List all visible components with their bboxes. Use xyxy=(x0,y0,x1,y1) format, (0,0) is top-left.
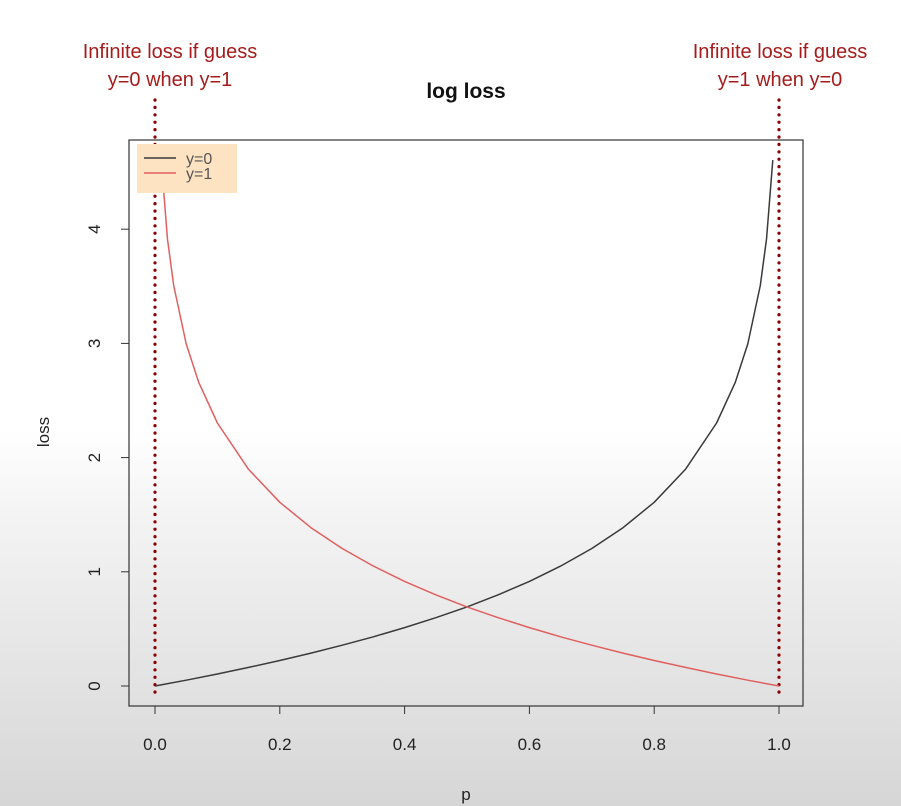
x-tick-label: 0.6 xyxy=(518,735,542,754)
annotation-right: Infinite loss if guess y=1 when y=0 xyxy=(660,38,900,94)
legend-box xyxy=(137,144,237,193)
y-tick-label: 4 xyxy=(85,224,104,233)
x-axis-label: p xyxy=(461,785,470,804)
y-tick-label: 2 xyxy=(85,453,104,462)
legend-label: y=0 xyxy=(186,151,212,168)
annotation-right-line1: Infinite loss if guess xyxy=(692,41,868,63)
legend: y=0y=1 xyxy=(137,144,237,193)
series-layer xyxy=(154,160,780,687)
x-tick-label: 0.2 xyxy=(268,735,292,754)
axes: 0.0 0.2 0.4 0.6 0.8 1.0 0 1 2 3 4 xyxy=(85,224,791,754)
x-tick-label: 0.4 xyxy=(393,735,417,754)
annotation-left-line1: Infinite loss if guess xyxy=(82,41,258,63)
y-axis-label: loss xyxy=(34,417,53,447)
annotation-left: Infinite loss if guess y=0 when y=1 xyxy=(50,38,290,94)
reference-lines xyxy=(153,98,781,696)
series-line-y=0 xyxy=(154,160,774,687)
chart-title: log loss xyxy=(426,80,505,103)
x-tick-label: 0.8 xyxy=(642,735,666,754)
x-tick-label: 1.0 xyxy=(767,735,791,754)
y-tick-label: 1 xyxy=(85,567,104,576)
y-tick-label: 3 xyxy=(85,339,104,348)
series-line-y=1 xyxy=(160,160,780,687)
y-tick-label: 0 xyxy=(85,681,104,690)
annotation-left-line2: y=0 when y=1 xyxy=(107,69,233,91)
annotation-right-line2: y=1 when y=0 xyxy=(717,69,843,91)
x-tick-label: 0.0 xyxy=(143,735,167,754)
plot-frame xyxy=(128,139,804,707)
legend-label: y=1 xyxy=(186,166,212,183)
